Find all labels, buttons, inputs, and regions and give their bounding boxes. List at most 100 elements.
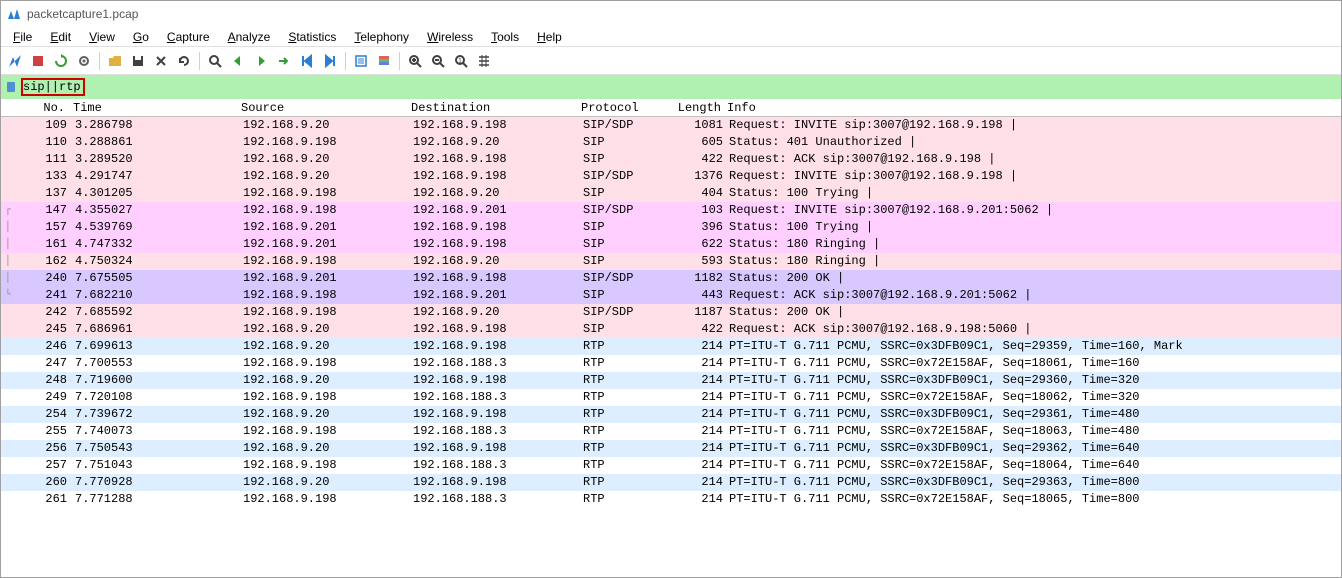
menu-capture[interactable]: Capture <box>159 28 218 46</box>
display-filter-input[interactable] <box>23 80 83 94</box>
packet-row[interactable]: 2567.750543192.168.9.20192.168.9.198RTP2… <box>1 440 1341 457</box>
packet-row[interactable]: 2427.685592192.168.9.198192.168.9.20SIP/… <box>1 304 1341 321</box>
cell-protocol: RTP <box>583 457 669 474</box>
packet-list[interactable]: 1093.286798192.168.9.20192.168.9.198SIP/… <box>1 117 1341 508</box>
display-filter-bar <box>1 75 1341 99</box>
cell-protocol: SIP <box>583 253 669 270</box>
packet-row[interactable]: ┌1474.355027192.168.9.198192.168.9.201SI… <box>1 202 1341 219</box>
toolbar-separator <box>199 52 200 70</box>
zoomin-icon[interactable] <box>405 51 425 71</box>
menu-statistics[interactable]: Statistics <box>280 28 344 46</box>
cell-dest: 192.168.9.201 <box>413 202 583 219</box>
packet-row[interactable]: 1103.288861192.168.9.198192.168.9.20SIP6… <box>1 134 1341 151</box>
menu-wireless[interactable]: Wireless <box>419 28 481 46</box>
cell-protocol: RTP <box>583 423 669 440</box>
cell-dest: 192.168.9.198 <box>413 270 583 287</box>
menu-telephony[interactable]: Telephony <box>346 28 417 46</box>
open-icon[interactable] <box>105 51 125 71</box>
cell-length: 1081 <box>669 117 729 134</box>
packet-row[interactable]: 2607.770928192.168.9.20192.168.9.198RTP2… <box>1 474 1341 491</box>
menu-tools[interactable]: Tools <box>483 28 527 46</box>
toolbar: 1 <box>1 47 1341 75</box>
menu-view[interactable]: View <box>81 28 123 46</box>
packet-row[interactable]: └2417.682210192.168.9.198192.168.9.201SI… <box>1 287 1341 304</box>
resize-cols-icon[interactable] <box>474 51 494 71</box>
cell-source: 192.168.9.201 <box>243 236 413 253</box>
packet-row[interactable]: 2557.740073192.168.9.198192.168.188.3RTP… <box>1 423 1341 440</box>
cell-protocol: RTP <box>583 474 669 491</box>
first-icon[interactable] <box>297 51 317 71</box>
cell-dest: 192.168.9.198 <box>413 236 583 253</box>
bookmark-filter-icon[interactable] <box>3 79 19 95</box>
packet-row[interactable]: 2487.719600192.168.9.20192.168.9.198RTP2… <box>1 372 1341 389</box>
cell-no: 162 <box>19 253 75 270</box>
cell-protocol: SIP <box>583 134 669 151</box>
menu-help[interactable]: Help <box>529 28 570 46</box>
packet-row[interactable]: │1614.747332192.168.9.201192.168.9.198SI… <box>1 236 1341 253</box>
cell-length: 214 <box>669 491 729 508</box>
cell-info: Request: INVITE sip:3007@192.168.9.198 | <box>729 168 1341 185</box>
stop-capture-icon[interactable] <box>28 51 48 71</box>
cell-no: 254 <box>19 406 75 423</box>
packet-row[interactable]: 2477.700553192.168.9.198192.168.188.3RTP… <box>1 355 1341 372</box>
col-header-dest[interactable]: Destination <box>411 101 581 115</box>
col-header-info[interactable]: Info <box>727 101 1341 115</box>
last-icon[interactable] <box>320 51 340 71</box>
menu-edit[interactable]: Edit <box>42 28 79 46</box>
cell-dest: 192.168.9.20 <box>413 185 583 202</box>
menu-file[interactable]: File <box>5 28 40 46</box>
packet-row[interactable]: 1113.289520192.168.9.20192.168.9.198SIP4… <box>1 151 1341 168</box>
cell-dest: 192.168.188.3 <box>413 389 583 406</box>
packet-row[interactable]: 1334.291747192.168.9.20192.168.9.198SIP/… <box>1 168 1341 185</box>
cell-no: 257 <box>19 457 75 474</box>
cell-info: Request: INVITE sip:3007@192.168.9.198 | <box>729 117 1341 134</box>
packet-row[interactable]: │1574.539769192.168.9.201192.168.9.198SI… <box>1 219 1341 236</box>
cell-dest: 192.168.9.198 <box>413 219 583 236</box>
col-header-length[interactable]: Length <box>667 101 727 115</box>
packet-row[interactable]: │2407.675505192.168.9.201192.168.9.198SI… <box>1 270 1341 287</box>
autoscroll-icon[interactable] <box>351 51 371 71</box>
menu-analyze[interactable]: Analyze <box>220 28 279 46</box>
filter-input-highlight <box>21 78 85 96</box>
menubar: FileEditViewGoCaptureAnalyzeStatisticsTe… <box>1 27 1341 47</box>
packet-row[interactable]: 1093.286798192.168.9.20192.168.9.198SIP/… <box>1 117 1341 134</box>
packet-row[interactable]: │1624.750324192.168.9.198192.168.9.20SIP… <box>1 253 1341 270</box>
restart-capture-icon[interactable] <box>51 51 71 71</box>
prev-icon[interactable] <box>228 51 248 71</box>
find-icon[interactable] <box>205 51 225 71</box>
menu-go[interactable]: Go <box>125 28 157 46</box>
col-header-protocol[interactable]: Protocol <box>581 101 667 115</box>
next-icon[interactable] <box>251 51 271 71</box>
cell-dest: 192.168.9.20 <box>413 134 583 151</box>
save-icon[interactable] <box>128 51 148 71</box>
colorize-icon[interactable] <box>374 51 394 71</box>
options-icon[interactable] <box>74 51 94 71</box>
zoomreset-icon[interactable]: 1 <box>451 51 471 71</box>
packet-row[interactable]: 2497.720108192.168.9.198192.168.188.3RTP… <box>1 389 1341 406</box>
start-capture-icon[interactable] <box>5 51 25 71</box>
cell-protocol: SIP <box>583 151 669 168</box>
col-header-no[interactable]: No. <box>17 101 73 115</box>
packet-row[interactable]: 1374.301205192.168.9.198192.168.9.20SIP4… <box>1 185 1341 202</box>
toolbar-separator <box>99 52 100 70</box>
packet-row[interactable]: 2547.739672192.168.9.20192.168.9.198RTP2… <box>1 406 1341 423</box>
packet-row[interactable]: 2577.751043192.168.9.198192.168.188.3RTP… <box>1 457 1341 474</box>
packet-row[interactable]: 2457.686961192.168.9.20192.168.9.198SIP4… <box>1 321 1341 338</box>
reload-icon[interactable] <box>174 51 194 71</box>
cell-protocol: SIP <box>583 287 669 304</box>
packet-row[interactable]: 2467.699613192.168.9.20192.168.9.198RTP2… <box>1 338 1341 355</box>
zoomout-icon[interactable] <box>428 51 448 71</box>
packet-row[interactable]: 2617.771288192.168.9.198192.168.188.3RTP… <box>1 491 1341 508</box>
cell-source: 192.168.9.198 <box>243 491 413 508</box>
col-header-source[interactable]: Source <box>241 101 411 115</box>
toolbar-separator <box>345 52 346 70</box>
goto-icon[interactable] <box>274 51 294 71</box>
close-icon[interactable] <box>151 51 171 71</box>
cell-dest: 192.168.9.198 <box>413 151 583 168</box>
cell-info: PT=ITU-T G.711 PCMU, SSRC=0x3DFB09C1, Se… <box>729 474 1341 491</box>
cell-time: 7.771288 <box>75 491 243 508</box>
cell-source: 192.168.9.20 <box>243 372 413 389</box>
col-header-time[interactable]: Time <box>73 101 241 115</box>
cell-dest: 192.168.9.198 <box>413 168 583 185</box>
filter-bar-rest[interactable] <box>87 75 1339 99</box>
